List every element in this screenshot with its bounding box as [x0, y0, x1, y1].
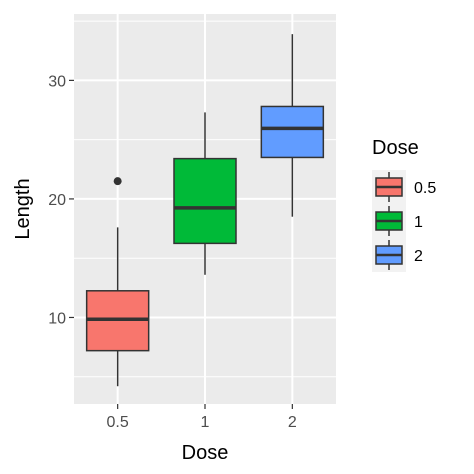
- box-iqr: [173, 157, 237, 245]
- x-axis: 0.5 1 2: [107, 404, 297, 431]
- legend: Dose 0.5 1 2: [372, 137, 436, 272]
- box-1: [173, 112, 237, 275]
- y-axis-title: Length: [12, 178, 34, 239]
- legend-label: 2: [414, 248, 423, 265]
- x-tick-label: 1: [201, 414, 210, 431]
- legend-item-1: 1: [372, 204, 423, 238]
- legend-label: 0.5: [414, 180, 436, 197]
- x-tick-label: 2: [288, 414, 297, 431]
- legend-item-0.5: 0.5: [372, 170, 436, 204]
- box-2: [260, 34, 325, 217]
- y-tick-label: 20: [48, 192, 66, 209]
- legend-item-2: 2: [372, 238, 423, 272]
- legend-keys: 0.5 1 2: [372, 170, 436, 272]
- y-axis: 10 20 30: [48, 73, 74, 327]
- box-series: [85, 34, 325, 387]
- y-tick-label: 30: [48, 73, 66, 90]
- y-tick-label: 10: [48, 310, 66, 327]
- box-0.5: [85, 177, 150, 387]
- box-iqr: [260, 105, 325, 159]
- legend-label: 1: [414, 214, 423, 231]
- x-tick-label: 0.5: [107, 414, 129, 431]
- x-axis-title: Dose: [182, 442, 229, 464]
- outlier-point: [113, 177, 122, 186]
- legend-title: Dose: [372, 137, 419, 159]
